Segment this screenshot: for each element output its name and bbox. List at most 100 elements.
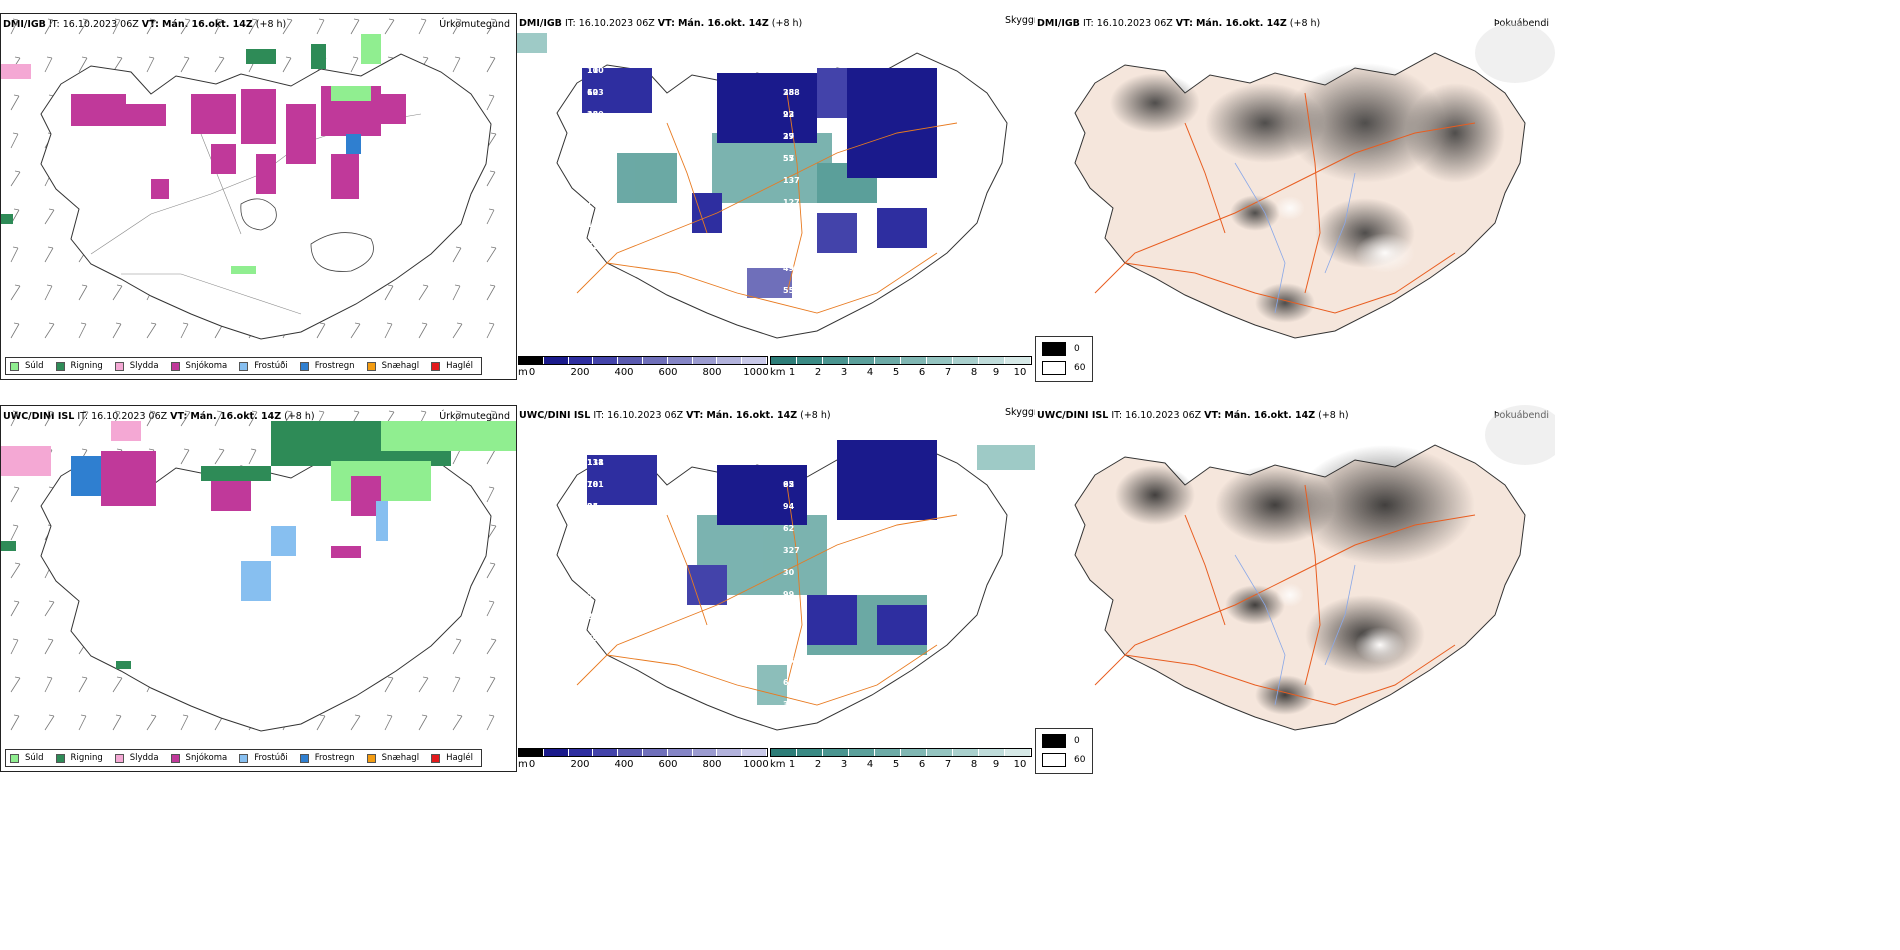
wind-barb bbox=[78, 410, 89, 427]
fog-swatch-dark bbox=[1042, 342, 1066, 356]
ceiling-label: 100 bbox=[587, 66, 604, 75]
legend-item: Frostregn bbox=[299, 753, 355, 763]
wind-barb bbox=[10, 170, 21, 187]
ceiling-label: 60 bbox=[587, 88, 599, 97]
wind-barb bbox=[180, 18, 191, 35]
precip-type-legend: Súld Rigning Slydda Snjókoma Frostúði Fr… bbox=[5, 357, 483, 375]
wind-barb bbox=[384, 284, 394, 301]
wind-barb bbox=[486, 208, 495, 225]
ceiling-tick: 200 bbox=[570, 759, 590, 770]
ceiling-ticks: m 0 200 400 600 800 1000 bbox=[518, 365, 769, 379]
ceiling-label: 288 bbox=[783, 88, 800, 97]
wind-barb bbox=[180, 56, 190, 73]
wind-barb bbox=[146, 714, 157, 731]
ceiling-colorbar-bar bbox=[518, 356, 768, 365]
wind-barb bbox=[10, 132, 19, 149]
wind-barb bbox=[10, 284, 21, 301]
fog-legend: 0 60 bbox=[1035, 728, 1093, 774]
wind-barb bbox=[418, 284, 429, 301]
wind-barb bbox=[180, 410, 191, 427]
it-value: 16.10.2023 06Z bbox=[1125, 410, 1202, 421]
lead-time: (+8 h) bbox=[284, 411, 315, 422]
visibility-tick: 10 bbox=[1013, 367, 1027, 378]
legend-label: Rigning bbox=[70, 753, 103, 763]
wind-barb bbox=[248, 410, 258, 427]
ceiling-label: 69 bbox=[587, 634, 599, 643]
wind-barb bbox=[44, 284, 53, 301]
wind-barb bbox=[282, 56, 292, 73]
wind-barb bbox=[452, 676, 461, 693]
wind-barb bbox=[10, 714, 20, 731]
panel-uwc-precip-type: UWC/DINI ISL IT: 16.10.2023 06Z VT: Mán.… bbox=[0, 405, 517, 772]
ceiling-label: 11 bbox=[587, 66, 599, 75]
legend-label: Frostúði bbox=[254, 753, 288, 763]
legend-item: Rigning bbox=[55, 753, 103, 763]
wind-barb bbox=[44, 410, 54, 427]
it-value: 16.10.2023 06Z bbox=[578, 18, 655, 29]
visibility-tick: 4 bbox=[866, 367, 874, 378]
ceiling-label: 260 bbox=[587, 110, 604, 119]
ceiling-label: 84 bbox=[783, 220, 795, 229]
ceiling-colorbar: m 0 200 400 600 800 1000 bbox=[518, 748, 769, 772]
ceiling-label: 327 bbox=[783, 546, 800, 555]
legend-swatch bbox=[114, 753, 124, 763]
ceiling-label: 73 bbox=[587, 154, 598, 163]
ceiling-tick: 400 bbox=[614, 759, 634, 770]
it-label: IT: bbox=[77, 411, 89, 422]
ceiling-label: 84 bbox=[587, 502, 599, 511]
fog-field bbox=[1110, 23, 1555, 323]
ceiling-label: 35 bbox=[587, 502, 599, 511]
wind-barb bbox=[78, 284, 88, 301]
ceiling-label: 55 bbox=[587, 590, 599, 599]
ceiling-tick: 1000 bbox=[743, 759, 769, 770]
fog-legend-label: 0 bbox=[1074, 344, 1080, 354]
wind-barb bbox=[146, 18, 156, 35]
wind-barb bbox=[180, 714, 189, 731]
legend-label: Frostregn bbox=[314, 753, 355, 763]
visibility-tick: 9 bbox=[992, 367, 1000, 378]
wind-barb bbox=[282, 18, 293, 35]
wind-barb bbox=[146, 322, 157, 339]
lead-time: (+8 h) bbox=[800, 410, 831, 421]
ceiling-label: 153 bbox=[587, 286, 604, 295]
wind-barb bbox=[10, 322, 20, 339]
visibility-tick: 7 bbox=[944, 759, 952, 770]
ceiling-tick: 1000 bbox=[743, 367, 769, 378]
ceiling-label: 23 bbox=[783, 66, 794, 75]
visibility-tick: 3 bbox=[840, 759, 848, 770]
ceiling-label: 27 bbox=[783, 132, 794, 141]
ceiling-ticks: m 0 200 400 600 800 1000 bbox=[518, 757, 769, 771]
wind-barb bbox=[248, 18, 258, 35]
legend-swatch bbox=[299, 753, 309, 763]
ceiling-patches bbox=[587, 440, 937, 645]
fog-swatch-light bbox=[1042, 361, 1066, 375]
roads bbox=[576, 92, 958, 314]
visibility-tick: 1 bbox=[788, 759, 796, 770]
vt-value: Mán. 16.okt. 14Z bbox=[161, 19, 253, 30]
ceiling-unit: m bbox=[518, 759, 528, 770]
ceiling-label: 72 bbox=[587, 242, 598, 251]
vt-label: VT: bbox=[170, 411, 188, 422]
ceiling-label: 78 bbox=[587, 524, 599, 533]
fog-map bbox=[1074, 23, 1555, 339]
panel-title: Úrkomutegund bbox=[439, 19, 510, 30]
wind-barb bbox=[214, 448, 225, 465]
visibility-tick: 1 bbox=[788, 367, 796, 378]
legend-swatch bbox=[10, 753, 19, 763]
legend-label: Slydda bbox=[129, 361, 159, 371]
legend-swatch bbox=[299, 361, 309, 371]
panel-uwc-fog: UWC/DINI ISL IT: 16.10.2023 06Z VT: Mán.… bbox=[1035, 405, 1555, 772]
fog-legend-label: 60 bbox=[1074, 755, 1086, 765]
visibility-ticks: km 1 2 3 4 5 6 7 8 9 10 bbox=[770, 757, 1032, 771]
ceiling-label: 62 bbox=[587, 700, 598, 709]
visibility-tick: 4 bbox=[866, 759, 874, 770]
model-name: DMI/IGB bbox=[519, 18, 562, 29]
ceiling-label: 473 bbox=[587, 546, 604, 555]
wind-barb bbox=[384, 322, 393, 339]
ceiling-label: 99 bbox=[783, 612, 795, 621]
legend-item: Frostregn bbox=[299, 361, 355, 371]
panel-header: DMI/IGB IT: 16.10.2023 06Z VT: Mán. 16.o… bbox=[1037, 17, 1551, 31]
ceiling-label: 39 bbox=[783, 132, 795, 141]
ceiling-label: 111 bbox=[587, 458, 604, 467]
